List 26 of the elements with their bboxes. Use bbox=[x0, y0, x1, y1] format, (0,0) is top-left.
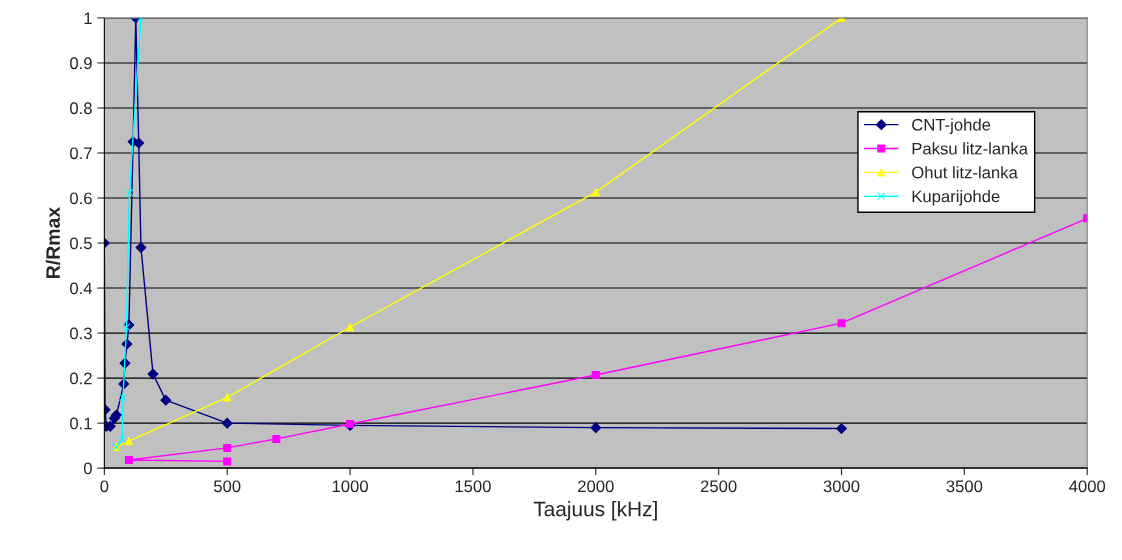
y-tick-label: 1 bbox=[84, 12, 92, 24]
legend-label: CNT-johde bbox=[912, 118, 991, 134]
x-tick-label: 2500 bbox=[700, 480, 737, 493]
y-tick-label: 0.6 bbox=[70, 192, 92, 205]
legend-label: Ohut litz-lanka bbox=[912, 166, 1018, 179]
y-tick-label: 0.9 bbox=[70, 57, 92, 70]
x-tick-label: 500 bbox=[213, 480, 241, 493]
legend-label: Paksu litz-lanka bbox=[912, 142, 1028, 155]
y-tick-label: 0 bbox=[83, 462, 92, 475]
x-tick-label: 2000 bbox=[578, 480, 614, 493]
y-tick-label: 0.4 bbox=[70, 282, 93, 295]
x-tick-label: 3000 bbox=[823, 480, 860, 493]
y-tick-label: 0.5 bbox=[70, 237, 92, 250]
legend-label: Kuparijohde bbox=[912, 190, 1000, 206]
x-tick-label: 3500 bbox=[946, 480, 983, 493]
y-tick-label: 0.8 bbox=[70, 102, 92, 115]
y-tick-label: 0.7 bbox=[70, 147, 92, 160]
x-tick-label: 4000 bbox=[1069, 480, 1106, 493]
y-axis-title: R/Rmax bbox=[45, 206, 61, 278]
x-tick-label: 1000 bbox=[332, 480, 368, 493]
y-tick-label: 0.2 bbox=[70, 372, 92, 385]
y-tick-label: 0.3 bbox=[70, 327, 92, 340]
y-tick-label: 0.1 bbox=[70, 417, 92, 430]
x-tick-label: 0 bbox=[100, 480, 109, 493]
x-axis-title: Taajuus [kHz] bbox=[533, 501, 657, 521]
x-tick-label: 1500 bbox=[455, 480, 491, 493]
